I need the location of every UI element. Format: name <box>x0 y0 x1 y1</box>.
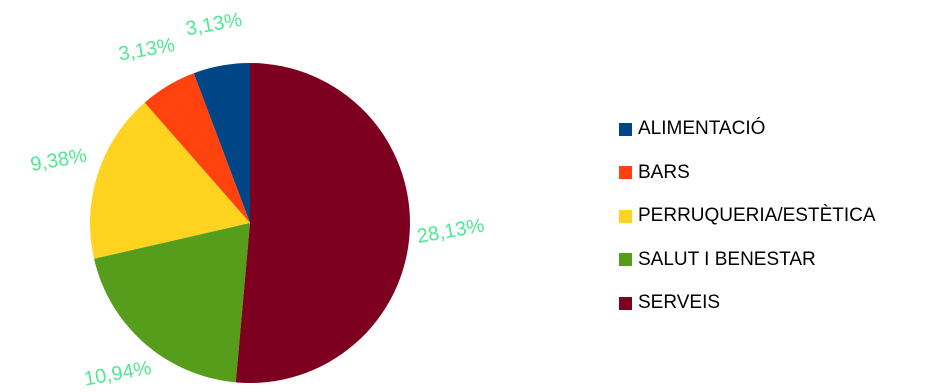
pie-slice-4 <box>235 63 410 383</box>
data-label-0: 3,13% <box>184 9 244 41</box>
data-label-2: 9,38% <box>29 145 89 177</box>
data-label-3: 10,94% <box>82 357 153 390</box>
legend-item-alimentacio: ALIMENTACIÓ <box>619 118 876 139</box>
pie-slice-3 <box>94 223 250 383</box>
legend-swatch <box>619 122 632 136</box>
pie-slice-0 <box>193 63 250 223</box>
legend-label: ALIMENTACIÓ <box>638 118 766 139</box>
legend-item-serveis: SERVEIS <box>619 292 876 313</box>
data-label-1: 3,13% <box>117 34 177 66</box>
legend-item-salut-i-benestar: SALUT I BENESTAR <box>619 248 876 270</box>
legend-swatch <box>619 253 632 266</box>
legend-swatch <box>619 296 632 310</box>
legend-item-bars: BARS <box>619 161 876 183</box>
pie-slice-1 <box>144 73 250 223</box>
legend-label: PERRUQUERIA/ESTÈTICA <box>638 205 876 226</box>
legend-label: SALUT I BENESTAR <box>638 248 816 270</box>
legend-swatch <box>619 209 632 223</box>
legend-item-perruqueria-estetica: PERRUQUERIA/ESTÈTICA <box>619 205 876 226</box>
legend-label: BARS <box>638 161 690 183</box>
legend-swatch <box>619 166 632 179</box>
data-label-4: 28,13% <box>415 214 486 247</box>
legend-label: SERVEIS <box>638 292 721 313</box>
pie-slice-2 <box>90 102 250 259</box>
legend: ALIMENTACIÓ BARS PERRUQUERIA/ESTÈTICA SA… <box>619 118 876 337</box>
